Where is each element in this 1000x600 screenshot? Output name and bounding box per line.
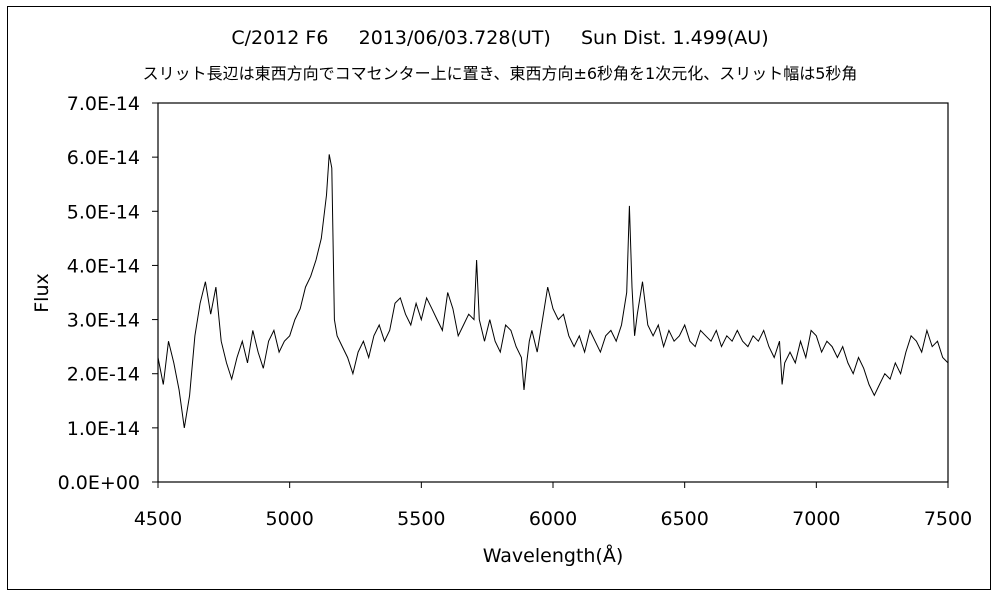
y-tick-label: 7.0E-14 (67, 93, 140, 115)
chart-subtitle: スリット長辺は東西方向でコマセンター上に置き、東西方向±6秒角を1次元化、スリッ… (142, 64, 858, 83)
y-tick-label: 1.0E-14 (67, 418, 140, 440)
flux-series-line (157, 154, 949, 428)
y-axis: 0.0E+00 1.0E-14 2.0E-14 3.0E-14 4.0E-14 5.0E-… (58, 93, 158, 494)
y-tick-label: 3.0E-14 (67, 310, 140, 332)
y-axis-label: Flux (31, 273, 53, 313)
x-tick-label: 6500 (660, 508, 708, 530)
y-tick-label: 4.0E-14 (67, 255, 140, 277)
x-tick-label: 4500 (134, 508, 182, 530)
x-tick-label: 7500 (924, 508, 972, 530)
x-axis: 4500 5000 5500 6000 6500 7000 7500 (134, 482, 972, 530)
x-tick-label: 7000 (792, 508, 840, 530)
y-tick-label: 6.0E-14 (67, 147, 140, 169)
plot-area (157, 102, 949, 483)
chart-title: C/2012 F6 2013/06/03.728(UT) Sun Dist. 1… (231, 27, 769, 49)
x-axis-label: Wavelength(Å) (483, 544, 624, 567)
x-tick-label: 6000 (529, 508, 577, 530)
y-tick-label: 2.0E-14 (67, 364, 140, 386)
y-tick-label: 0.0E+00 (58, 472, 140, 494)
x-tick-label: 5500 (397, 508, 445, 530)
x-tick-label: 5000 (265, 508, 313, 530)
y-tick-label: 5.0E-14 (67, 201, 140, 223)
